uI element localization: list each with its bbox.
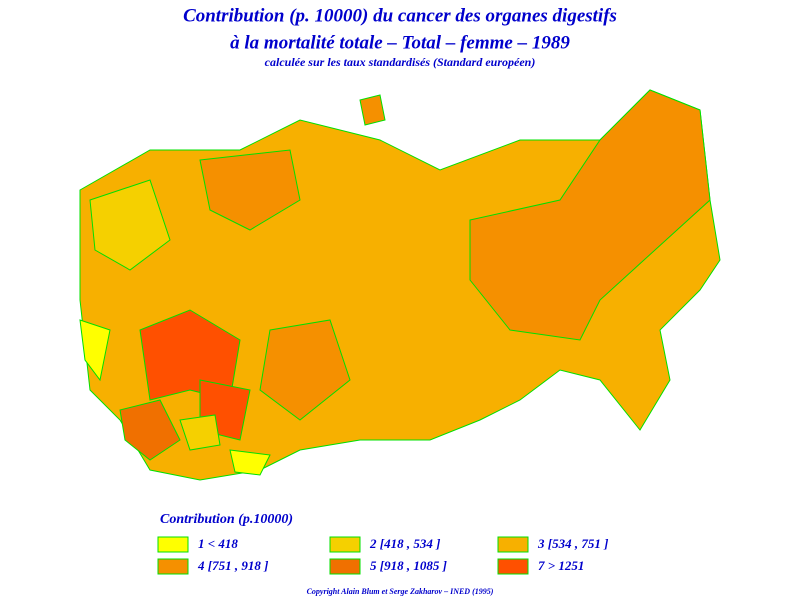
region: [79, 319, 111, 382]
region: [469, 89, 711, 341]
legend-label: 3 [534 , 751 ]: [537, 536, 608, 551]
region: [359, 94, 386, 126]
legend-label: 2 [418 , 534 ]: [369, 536, 440, 551]
title: Contribution (p. 10000) du cancer des or…: [183, 5, 617, 26]
footer: Copyright Alain Blum et Serge Zakharov –…: [307, 587, 494, 596]
legend-label: 4 [751 , 918 ]: [197, 558, 268, 573]
legend-swatch: [329, 536, 361, 553]
region: [119, 399, 181, 461]
region: [89, 179, 171, 271]
legend-label: 7 > 1251: [538, 558, 584, 573]
legend-swatch: [157, 558, 189, 575]
legend: 1 < 418 2 [418 , 534 ] 3 [534 , 751 ] 4 [75…: [157, 536, 608, 575]
region: [179, 414, 221, 451]
subtitle: calculée sur les taux standardisés (Stan…: [265, 55, 536, 69]
map: [79, 89, 721, 481]
legend-swatch: [497, 558, 529, 575]
title-line-2: à la mortalité totale – Total – femme – …: [230, 32, 570, 53]
legend-title: Contribution (p.10000): [160, 512, 293, 527]
legend-swatch: [157, 536, 189, 553]
region: [259, 319, 351, 421]
legend-label: 5 [918 , 1085 ]: [370, 558, 447, 573]
legend-swatch: [497, 536, 529, 553]
legend-label: 1 < 418: [198, 536, 238, 551]
region: [199, 149, 301, 231]
legend-swatch: [329, 558, 361, 575]
region: [229, 449, 271, 476]
